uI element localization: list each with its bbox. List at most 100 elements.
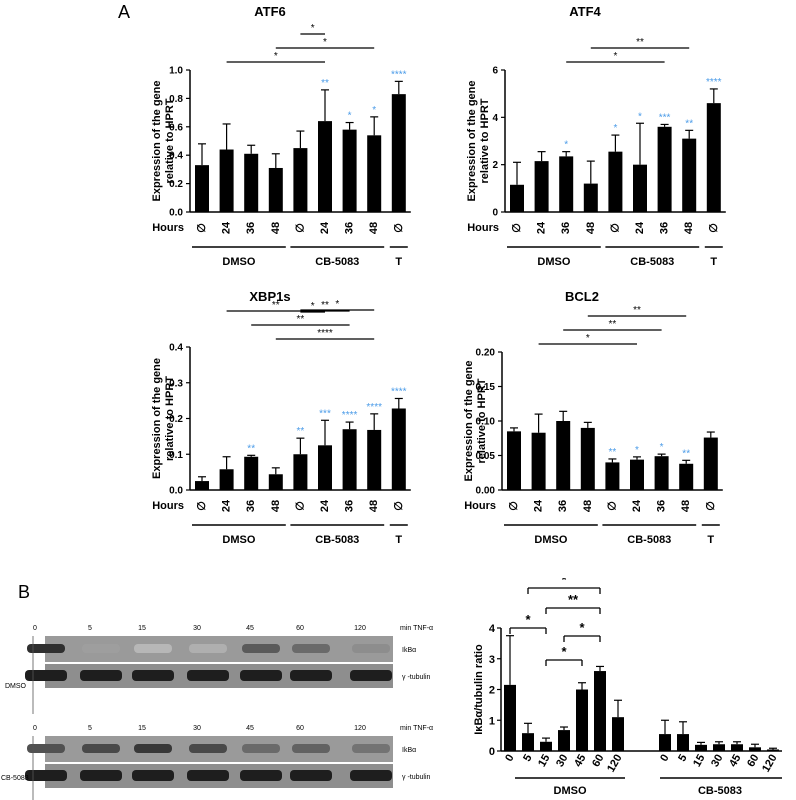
blot-time-label: 30: [193, 725, 201, 732]
blot-time-label: 30: [193, 625, 201, 632]
hours-label: Hours: [152, 500, 184, 512]
significance-label: **: [609, 319, 617, 330]
blot-time-label: 60: [296, 625, 304, 632]
ikba-band: [352, 644, 390, 653]
tubulin-band: [240, 770, 282, 781]
x-tick-label: ∅: [708, 223, 720, 233]
x-tick-label: 48: [368, 500, 380, 512]
group-label-cb: CB-5083: [630, 256, 674, 268]
tubulin-band: [25, 770, 67, 781]
x-tick-label: 36: [557, 500, 569, 512]
bar: [706, 103, 721, 212]
bar: [195, 165, 209, 212]
bar: [659, 734, 671, 751]
bar-significance: *: [564, 140, 568, 151]
x-tick-label: ∅: [508, 501, 520, 511]
y-tick-label: 0.6: [169, 122, 183, 133]
y-axis-label: Expression of the generelative to HPRT: [151, 358, 176, 479]
bar-significance: *: [635, 445, 639, 456]
x-tick-label: 48: [270, 222, 282, 234]
group-label-cb: CB-5083: [315, 534, 359, 546]
bcl2-chart: BCL2 Expression of the generelative to HP…: [463, 289, 723, 546]
y-axis-label: Expression of the generelative to HPRT: [466, 80, 491, 201]
bar-significance: ***: [319, 408, 331, 419]
significance-label: *: [311, 23, 315, 34]
blot-time-label: 15: [138, 625, 146, 632]
tubulin-band: [25, 670, 67, 681]
blot-time-label: 15: [138, 725, 146, 732]
significance-label: *: [323, 37, 327, 48]
x-tick-label: 120: [605, 753, 625, 775]
ikba-band: [242, 644, 280, 653]
blot-time-label: 0: [33, 625, 37, 632]
atf6-chart: ATF6 Expression of the generelative to HP…: [151, 4, 411, 268]
bar-significance: ****: [391, 69, 407, 80]
x-tick-label: 60: [745, 753, 762, 770]
bar: [268, 474, 283, 490]
x-tick-label: 30: [554, 753, 571, 770]
y-tick-label: 0.4: [169, 151, 183, 162]
x-tick-label: 36: [659, 222, 671, 234]
panel-label-b: B: [18, 582, 31, 602]
blot-time-label: 45: [246, 725, 254, 732]
bar-significance: **: [247, 443, 255, 454]
significance-label: *: [525, 612, 531, 627]
bar: [767, 749, 779, 751]
ikba-label: IkBα: [402, 747, 416, 754]
atf4-chart: ATF4 Expression of the generelative to HP…: [466, 4, 726, 268]
bar: [749, 747, 761, 751]
group-label-t: T: [707, 534, 714, 546]
ikba-band: [352, 744, 390, 753]
bar-significance: *: [348, 111, 352, 122]
panel-label-a: A: [118, 2, 131, 22]
blot-time-label: 60: [296, 725, 304, 732]
significance-label: *: [561, 644, 567, 659]
western-blot: 0 5 15 30 45 60 120 min TNF-α IkBα γ -tubulin 0 5 15…: [1, 625, 433, 800]
bar: [731, 744, 743, 751]
bar: [608, 151, 623, 212]
y-tick-label: 0.2: [169, 179, 183, 190]
bar: [580, 427, 595, 490]
y-tick-label: 4: [489, 623, 496, 635]
blot-time-label: 0: [33, 725, 37, 732]
bar: [531, 432, 546, 490]
bar-significance: ****: [366, 402, 382, 413]
x-tick-label: 24: [319, 221, 331, 234]
bar: [342, 429, 357, 490]
x-tick-label: ∅: [705, 501, 717, 511]
y-tick-label: 0: [492, 208, 498, 219]
chart-title: ATF6: [254, 4, 286, 19]
bar: [504, 684, 516, 751]
y-tick-label: 1.0: [169, 66, 183, 77]
x-tick-label: ∅: [393, 501, 405, 511]
bar: [703, 437, 718, 490]
bar-significance: ***: [659, 112, 671, 123]
bar: [559, 156, 574, 212]
bar-significance: **: [682, 448, 690, 459]
blot-dmso-label: DMSO: [5, 683, 27, 690]
tubulin-band: [350, 770, 392, 781]
bar: [293, 148, 308, 212]
bar: [510, 184, 524, 212]
bar: [556, 421, 571, 490]
x-tick-label: 48: [582, 500, 594, 512]
blot-time-label: 5: [88, 625, 92, 632]
bar: [219, 149, 234, 212]
bar: [576, 689, 588, 751]
bar: [677, 734, 689, 751]
bar-significance: *: [372, 105, 376, 116]
significance-label: **: [321, 300, 329, 311]
x-tick-label: 0: [503, 753, 516, 764]
bar: [195, 481, 209, 490]
x-tick-label: ∅: [511, 223, 523, 233]
ikba-band: [189, 744, 227, 753]
bar: [318, 121, 332, 212]
bar: [507, 431, 521, 490]
bar-significance: **: [297, 426, 305, 437]
ikba-band: [242, 744, 280, 753]
group-label-cb: CB-5083: [698, 785, 742, 797]
bar: [244, 153, 259, 212]
y-tick-label: 0.10: [476, 417, 496, 428]
group-label-dmso: DMSO: [222, 534, 255, 546]
bar-significance: **: [685, 118, 693, 129]
